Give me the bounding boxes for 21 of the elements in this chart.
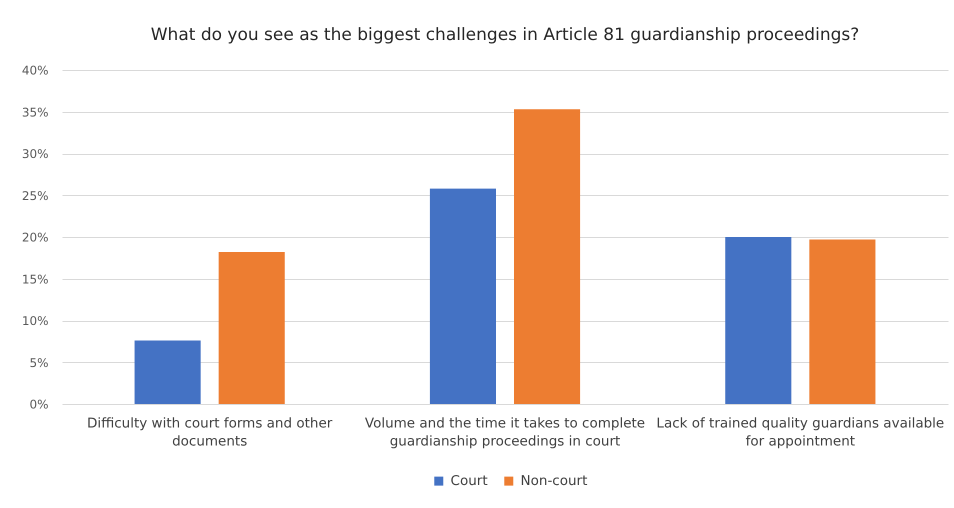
y-tick-label: 25%: [22, 188, 48, 203]
bar: [430, 188, 496, 404]
legend-label: Court: [450, 473, 488, 490]
legend-label: Non-court: [520, 473, 588, 490]
bar: [218, 252, 285, 404]
x-tick-label: Lack of trained quality guardians available for appointment: [656, 416, 944, 450]
bar: [514, 109, 580, 404]
y-tick-label: 40%: [22, 64, 48, 78]
bar: [809, 240, 876, 404]
bar: [134, 340, 201, 404]
y-tick-label: 30%: [22, 147, 48, 161]
x-tick-label: Volume and the time it takes to complete guardianship proceedings in court: [364, 416, 646, 450]
y-tick-label: 5%: [29, 356, 48, 370]
x-tick-label: Difficulty with court forms and other documents: [87, 416, 333, 450]
bar: [725, 237, 792, 404]
chart-title: What do you see as the biggest challenges in Article 81 guardianship proceedings?: [150, 25, 860, 45]
y-tick-label: 10%: [22, 314, 48, 328]
y-tick-label: 20%: [22, 230, 48, 244]
y-tick-label: 0%: [29, 398, 48, 412]
y-tick-label: 35%: [22, 105, 48, 120]
y-tick-label: 15%: [22, 272, 48, 286]
